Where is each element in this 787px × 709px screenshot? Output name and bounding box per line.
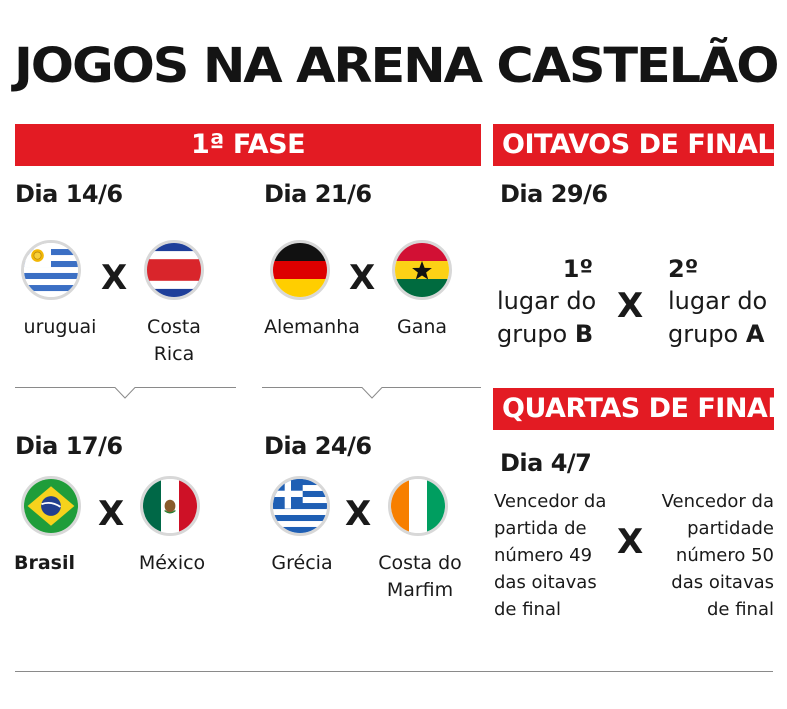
fase1-header: 1ª FASE [15,124,481,166]
divider [262,386,481,402]
position-text: lugar do [497,287,597,315]
costa-rica-flag-icon [144,240,204,300]
team-name: uruguai [23,316,97,338]
versus-mark: X [98,494,125,534]
match-day: Dia 29/6 [500,180,608,208]
team-name: México [138,552,206,574]
quartas-header: QUARTAS DE FINAL [493,388,785,430]
team-name: Costa [147,316,201,338]
team-name: Costa do [378,552,462,574]
ivory-coast-flag-icon [388,476,448,536]
divider [15,386,236,402]
position-text: lugar do [668,287,768,315]
germany-flag-icon [270,240,330,300]
bottom-divider [15,671,773,672]
versus-mark: X [349,258,376,298]
versus-mark: X [345,494,372,534]
uruguay-flag-icon [21,240,81,300]
page-title: JOGOS NA ARENA CASTELÃO [14,38,779,94]
versus-mark: X [101,258,128,298]
brazil-flag-icon [21,476,81,536]
match-day: Dia 4/7 [500,449,592,477]
match-day: Dia 21/6 [264,180,372,208]
match-day: Dia 24/6 [264,432,372,460]
oitavos-header: OITAVOS DE FINAL [493,124,775,166]
versus-mark: X [617,522,644,562]
team-name: Alemanha [264,316,360,338]
match-day: Dia 17/6 [15,432,123,460]
ghana-flag-icon [392,240,452,300]
versus-mark: X [617,286,644,326]
team-name: Grécia [271,552,333,574]
team-name: Brasil [14,552,76,574]
rank-right: 2º [668,255,699,283]
position-text: grupo A [668,320,765,348]
position-text: grupo B [497,320,594,348]
greece-flag-icon [270,476,330,536]
team-name: Rica [153,343,195,365]
quartas-left-text: Vencedor da partida de número 49 das oit… [494,491,607,620]
team-name: Gana [396,316,448,338]
match-day: Dia 14/6 [15,180,123,208]
team-name: Marfim [386,579,454,601]
rank-left: 1º [562,255,593,283]
quartas-right-text: Vencedor da partidade número 50 das oita… [661,491,774,620]
mexico-flag-icon [140,476,200,536]
